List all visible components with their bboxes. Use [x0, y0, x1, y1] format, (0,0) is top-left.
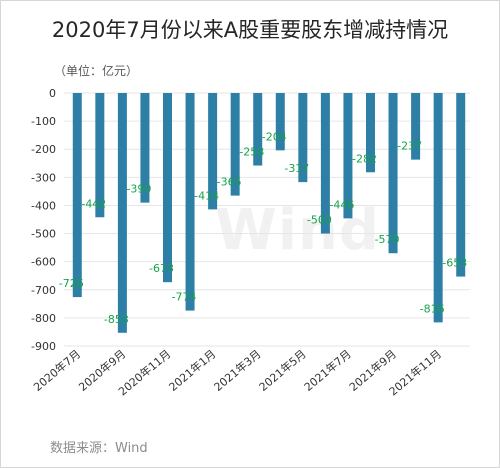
data-label: -673: [149, 262, 174, 275]
x-tick-label: 2021年1月: [166, 347, 219, 394]
data-label: -390: [126, 183, 151, 196]
x-tick-label: 2021年5月: [256, 347, 309, 394]
bar: [411, 93, 421, 160]
y-tick-label: -200: [31, 143, 56, 156]
bar: [230, 93, 240, 196]
bar: [433, 93, 443, 323]
data-label: -258: [239, 146, 264, 159]
chart-title: 2020年7月份以来A股重要股东增减持情况: [51, 18, 449, 42]
x-tick-label: 2021年3月: [211, 347, 264, 394]
bar: [117, 93, 127, 333]
data-label: -653: [442, 257, 467, 270]
data-label: -446: [329, 198, 354, 211]
data-label: -317: [284, 162, 309, 175]
data-label: -204: [262, 130, 287, 143]
bar: [388, 93, 398, 254]
bar: [343, 93, 353, 219]
data-label: -853: [104, 313, 129, 326]
y-tick-label: -600: [31, 256, 56, 269]
data-label: -726: [59, 277, 84, 290]
bar: [140, 93, 150, 203]
data-label: -774: [172, 291, 197, 304]
data-label: -414: [194, 189, 219, 202]
data-label: -500: [307, 214, 332, 227]
bar: [298, 93, 308, 183]
source-note: 数据来源：Wind: [50, 441, 148, 456]
bar: [208, 93, 218, 210]
y-tick-label: -100: [31, 115, 56, 128]
y-tick-label: -900: [31, 340, 56, 353]
bar: [185, 93, 195, 311]
data-label: -570: [375, 233, 400, 246]
y-tick-label: 0: [49, 87, 56, 100]
y-tick-label: -500: [31, 228, 56, 241]
bar: [320, 93, 330, 234]
y-tick-label: -400: [31, 199, 56, 212]
data-label: -816: [420, 302, 445, 315]
y-tick-label: -700: [31, 284, 56, 297]
bar: [456, 93, 466, 277]
bar: [366, 93, 375, 173]
bar: [95, 93, 105, 218]
bar: [253, 93, 263, 166]
x-tick-label: 2020年7月: [31, 347, 84, 394]
data-label: -442: [81, 197, 106, 210]
y-tick-label: -300: [31, 171, 56, 184]
bar: [163, 93, 172, 283]
data-label: -365: [217, 176, 242, 189]
x-tick-label: 2021年7月: [301, 347, 354, 394]
y-tick-label: -800: [31, 312, 56, 325]
unit-label: （单位：亿元）: [54, 64, 139, 78]
data-label: -282: [352, 152, 377, 165]
bar: [275, 93, 285, 151]
bar: [72, 93, 82, 298]
data-label: -237: [397, 140, 422, 153]
